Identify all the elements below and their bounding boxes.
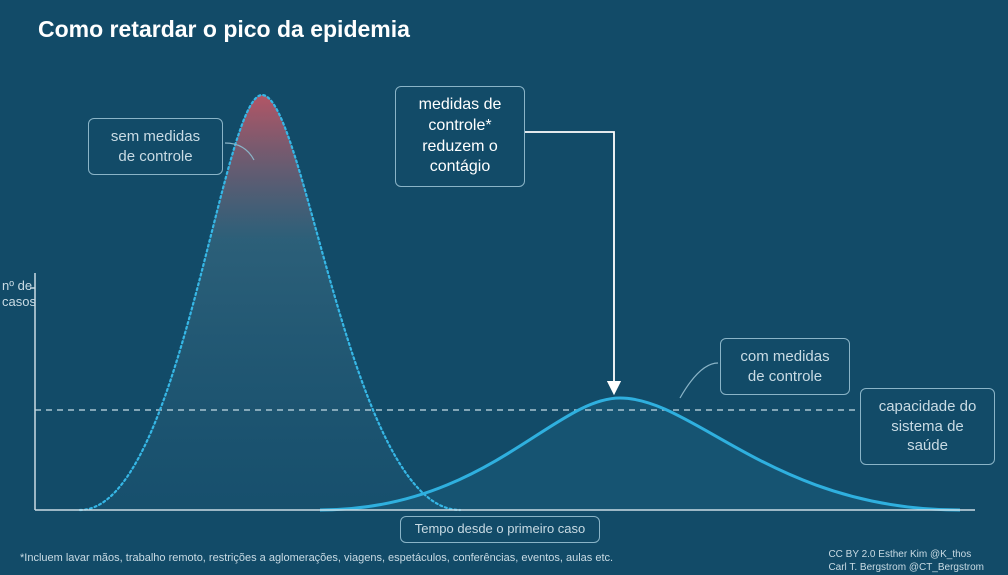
footnote: *Incluem lavar mãos, trabalho remoto, re…	[20, 552, 613, 564]
connector-with-control	[680, 363, 718, 398]
credits: CC BY 2.0 Esther Kim @K_thosCarl T. Berg…	[828, 548, 984, 574]
reduce-arrow	[525, 132, 614, 388]
label-with-control: com medidasde controle	[720, 338, 850, 395]
label-y-axis: nº decasos	[2, 278, 36, 309]
label-reduce: medidas decontrole*reduzem ocontágio	[395, 86, 525, 187]
chart-title: Como retardar o pico da epidemia	[38, 16, 410, 43]
label-capacity: capacidade dosistema desaúde	[860, 388, 995, 465]
label-no-control: sem medidasde controle	[88, 118, 223, 175]
label-x-axis: Tempo desde o primeiro caso	[400, 516, 600, 543]
